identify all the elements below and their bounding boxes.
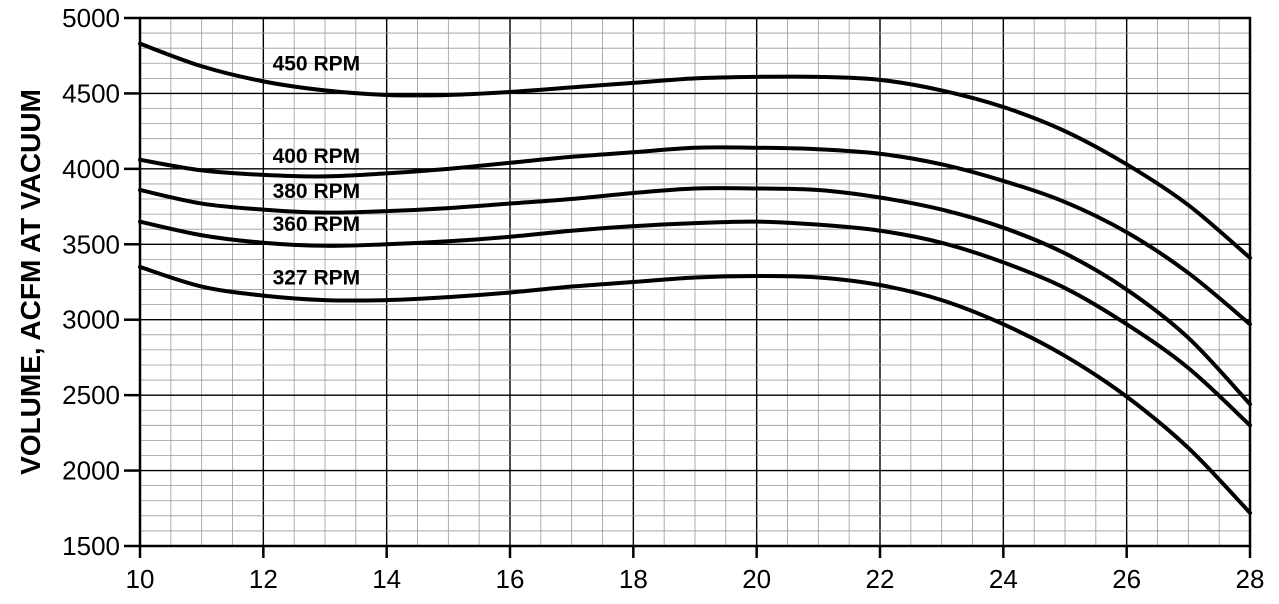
x-tick-label: 10 xyxy=(126,564,155,594)
series-label: 450 RPM xyxy=(273,53,361,76)
series-line-327-rpm xyxy=(138,264,1252,515)
series-labels: 450 RPM 400 RPM 380 RPM 360 RPM 327 RPM xyxy=(273,53,361,290)
series-label: 360 RPM xyxy=(273,213,361,236)
x-tick-label: 28 xyxy=(1236,564,1265,594)
plot-frame xyxy=(138,16,1252,548)
y-tick-label: 5000 xyxy=(62,3,120,33)
y-tick-label: 4000 xyxy=(62,154,120,184)
x-tick-label: 20 xyxy=(742,564,771,594)
y-tick-label: 2500 xyxy=(62,380,120,410)
series-label: 380 RPM xyxy=(273,180,361,203)
y-tick-label: 4500 xyxy=(62,78,120,108)
series-line-400-rpm xyxy=(138,145,1252,327)
x-axis-ticks: 10 12 14 16 18 20 22 24 26 28 xyxy=(126,546,1265,594)
y-tick-label: 1500 xyxy=(62,531,120,561)
series-line-380-rpm xyxy=(138,186,1252,407)
series-label: 400 RPM xyxy=(273,145,361,168)
series-label: 327 RPM xyxy=(273,266,361,289)
series-group xyxy=(138,41,1252,515)
x-tick-label: 26 xyxy=(1112,564,1141,594)
y-axis-label: VOLUME, ACFM AT VACUUM xyxy=(15,89,46,475)
x-tick-label: 16 xyxy=(496,564,525,594)
y-axis-ticks: 1500 2000 2500 3000 3500 4000 4500 5000 xyxy=(62,3,140,561)
x-tick-label: 24 xyxy=(989,564,1018,594)
x-tick-label: 12 xyxy=(249,564,278,594)
x-tick-label: 22 xyxy=(866,564,895,594)
y-tick-label: 3000 xyxy=(62,305,120,335)
x-tick-label: 18 xyxy=(619,564,648,594)
x-tick-label: 14 xyxy=(372,564,401,594)
series-line-360-rpm xyxy=(138,219,1252,428)
y-tick-label: 3500 xyxy=(62,229,120,259)
series-line-450-rpm xyxy=(138,41,1252,260)
y-tick-label: 2000 xyxy=(62,456,120,486)
